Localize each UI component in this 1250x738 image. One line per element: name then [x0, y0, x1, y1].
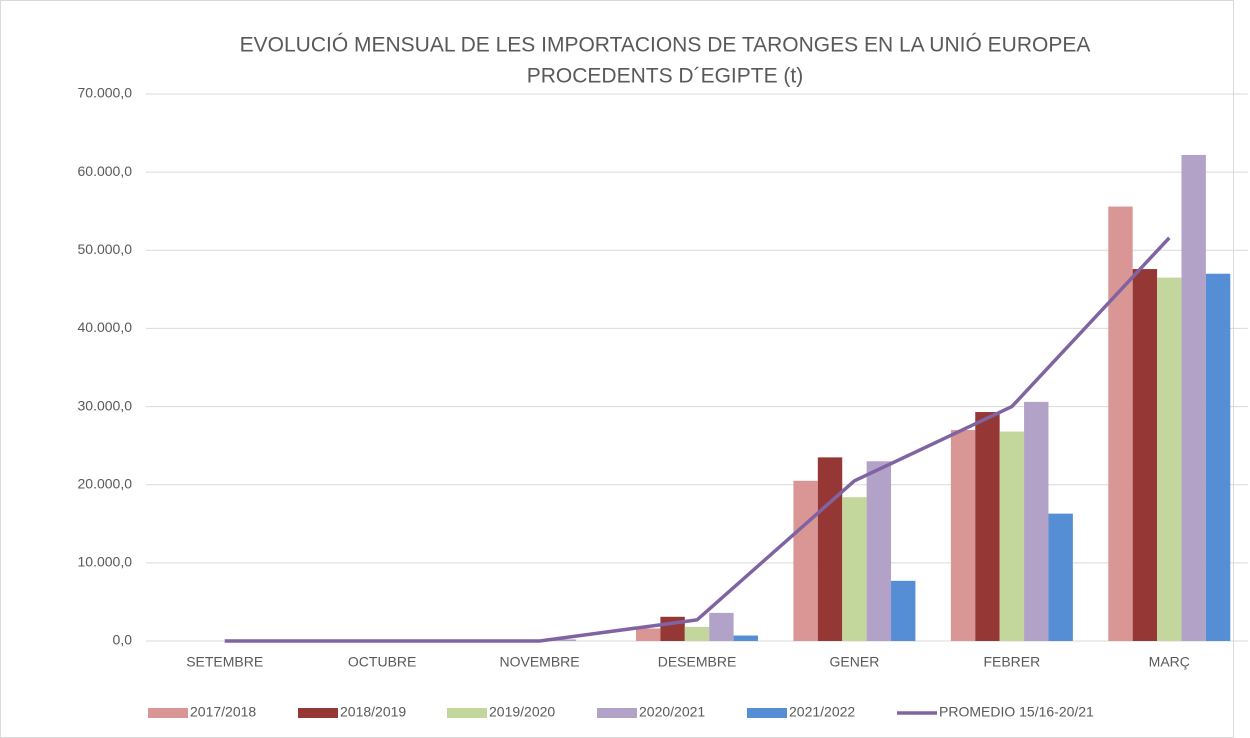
bar [975, 412, 1000, 641]
legend-swatch [447, 708, 487, 718]
legend-label: 2020/2021 [639, 704, 705, 720]
y-tick-label: 60.000,0 [78, 163, 133, 179]
bar [1108, 206, 1133, 642]
legend-swatch [298, 708, 338, 718]
bar [1132, 269, 1158, 641]
legend-label: 2021/2022 [789, 704, 855, 720]
x-tick-label: FEBRER [983, 654, 1040, 670]
x-tick-label: DESEMBRE [658, 654, 737, 670]
bar [1181, 154, 1206, 642]
legend-swatch [148, 708, 188, 718]
legend-swatch [747, 708, 787, 718]
bar [551, 639, 577, 641]
bar [793, 480, 818, 641]
bar [1024, 401, 1049, 641]
y-tick-label: 70.000,0 [78, 85, 133, 101]
legend-label: 2019/2020 [489, 704, 555, 720]
bar [866, 461, 892, 641]
bar [891, 580, 916, 641]
bar [999, 431, 1025, 641]
y-tick-label: 50.000,0 [78, 241, 133, 257]
y-tick-label: 30.000,0 [78, 397, 133, 413]
bar [733, 635, 758, 641]
bar [636, 628, 661, 641]
bar [842, 497, 867, 641]
bar [1048, 513, 1073, 641]
y-tick-label: 10.000,0 [78, 554, 133, 570]
bar [1205, 273, 1231, 641]
bar [950, 430, 976, 641]
x-tick-label: SETEMBRE [186, 654, 263, 670]
line-series [224, 236, 1171, 643]
legend-swatch [597, 708, 637, 718]
x-tick-label: GENER [830, 654, 880, 670]
bar [1157, 277, 1182, 641]
chart-title: EVOLUCIÓ MENSUAL DE LES IMPORTACIONS DE … [240, 34, 1091, 57]
chart-title: PROCEDENTS D´EGIPTE (t) [527, 65, 804, 88]
legend-label: 2017/2018 [190, 704, 256, 720]
legend-label: 2018/2019 [340, 704, 406, 720]
y-tick-label: 20.000,0 [78, 475, 133, 491]
bar [817, 457, 843, 641]
x-tick-label: OCTUBRE [348, 654, 416, 670]
bar [684, 626, 710, 641]
y-tick-label: 40.000,0 [78, 319, 133, 335]
bar [709, 612, 734, 641]
x-tick-label: MARÇ [1149, 654, 1190, 670]
legend-label: PROMEDIO 15/16-20/21 [939, 704, 1094, 720]
x-tick-label: NOVEMBRE [500, 654, 580, 670]
y-tick-label: 0,0 [113, 632, 133, 648]
